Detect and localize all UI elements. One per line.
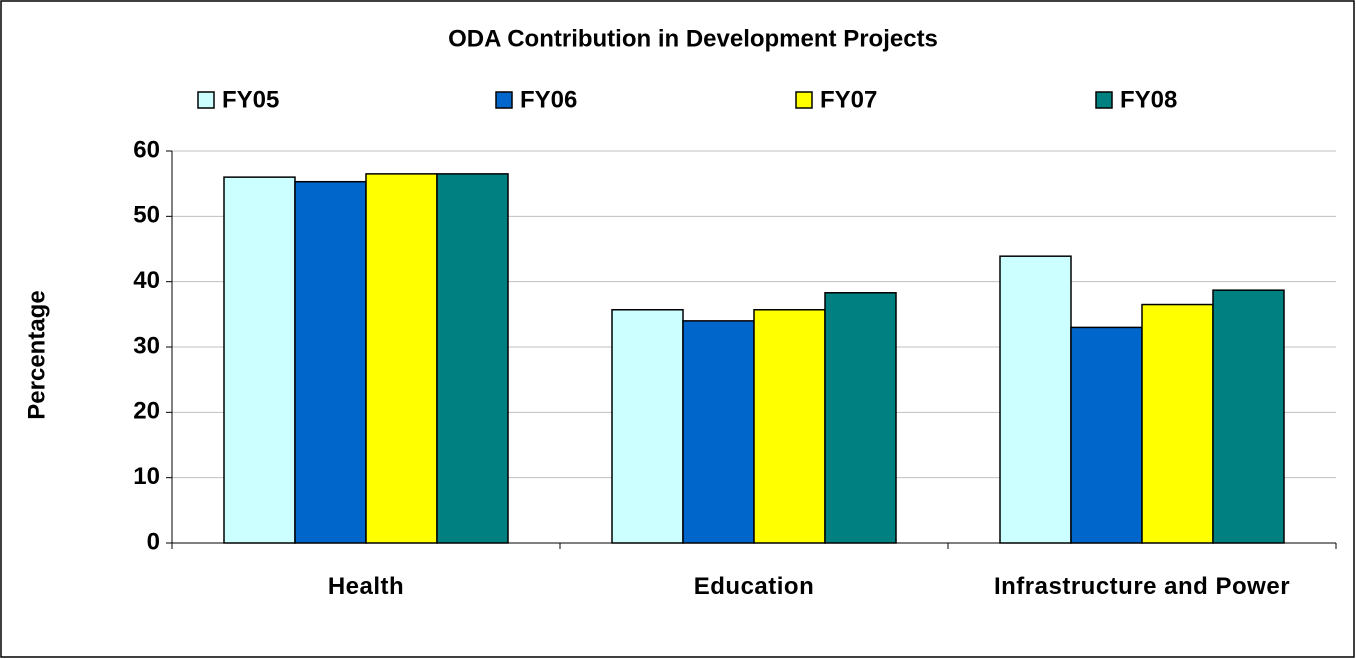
y-tick-label: 40 [133, 267, 160, 294]
y-tick-label: 20 [133, 398, 160, 425]
chart-title: ODA Contribution in Development Projects [448, 25, 938, 52]
bar [223, 176, 296, 544]
bar [611, 309, 684, 544]
bar [294, 180, 367, 544]
x-tick-label: Infrastructure and Power [993, 573, 1291, 600]
y-tick-label: 60 [133, 136, 160, 163]
x-tick-label: Health [327, 573, 405, 600]
bar [1141, 303, 1214, 544]
y-tick-label: 50 [133, 202, 160, 229]
bar [682, 320, 755, 544]
bar [1070, 326, 1143, 544]
legend-swatch [1095, 91, 1113, 109]
x-tick-label: Education [693, 573, 815, 600]
legend-swatch [197, 91, 215, 109]
y-tick-label: 30 [133, 332, 160, 359]
legend-label: FY05 [222, 86, 279, 113]
bar [365, 173, 438, 544]
y-tick-label: 10 [133, 463, 160, 490]
bar [1212, 289, 1285, 544]
legend-label: FY08 [1120, 86, 1177, 113]
bar [436, 173, 509, 544]
legend-swatch [795, 91, 813, 109]
legend-swatch [495, 91, 513, 109]
legend-label: FY07 [820, 86, 877, 113]
bar [999, 255, 1072, 544]
bar [753, 309, 826, 544]
bar [824, 292, 897, 544]
y-axis-label: Percentage [23, 290, 50, 419]
legend-label: FY06 [520, 86, 577, 113]
y-tick-label: 0 [147, 528, 160, 555]
